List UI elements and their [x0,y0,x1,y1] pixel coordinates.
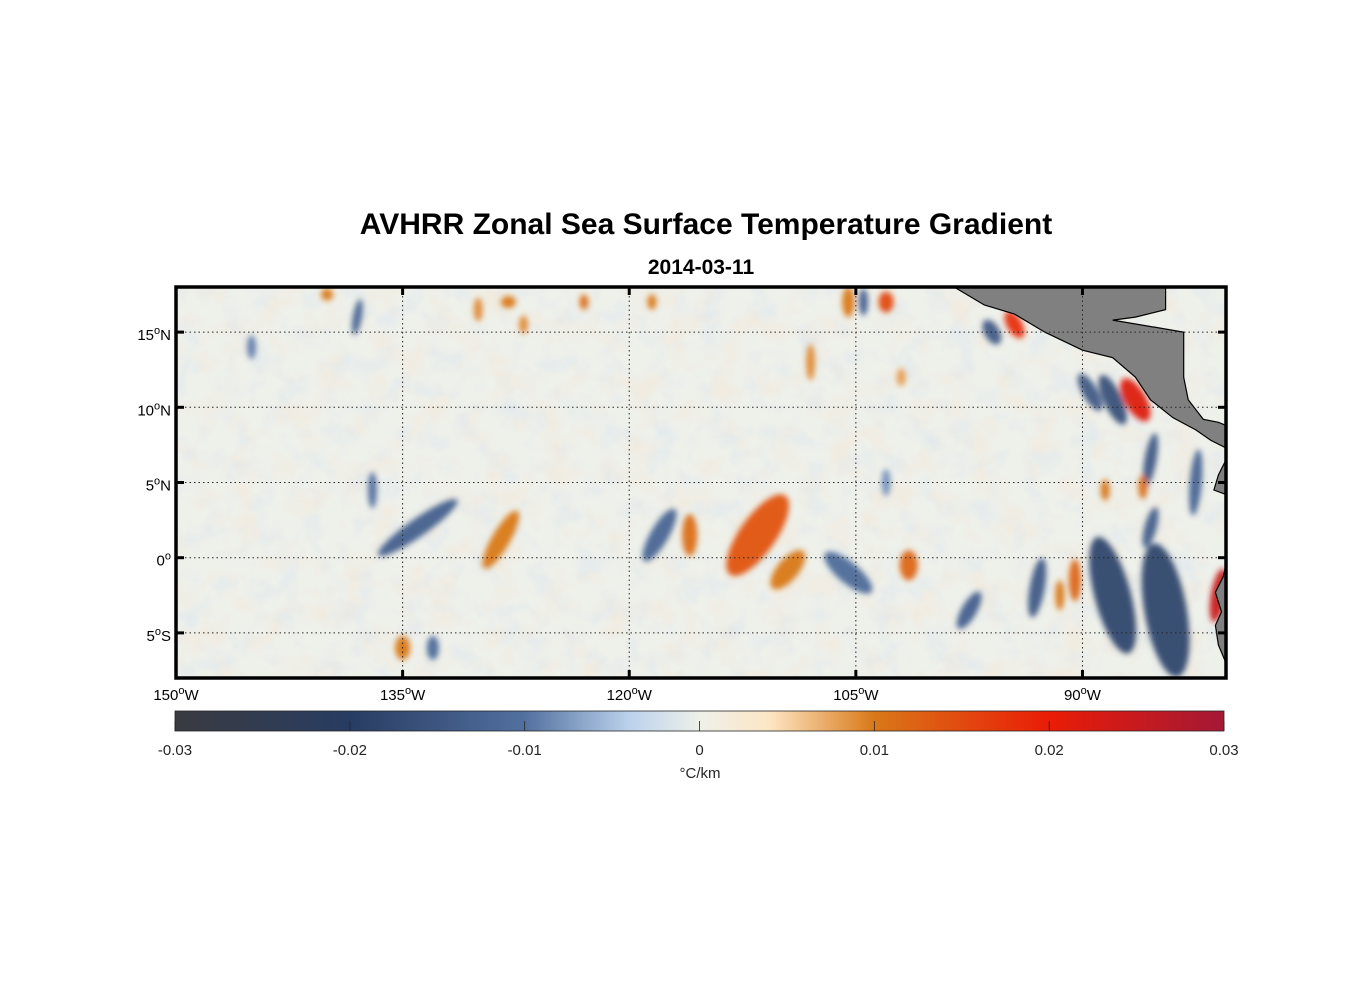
gradient-feature [518,315,529,334]
colorbar-tick-label: 0.03 [1209,742,1238,759]
lon-label-degree: o [632,685,638,697]
land-layer [952,287,1226,664]
gradient-feature [1142,507,1159,549]
lat-label-value: 0 [157,553,165,570]
lon-label-value: 135 [380,687,405,704]
lon-label-degree: o [178,685,184,697]
colorbar-label: °C/km [680,765,721,782]
lon-label-hemisphere: W [184,687,199,704]
lat-label-degree: o [154,325,160,337]
lat-label-degree: o [154,400,160,412]
lon-label-value: 120 [607,687,632,704]
gradient-feature [682,514,698,557]
lat-label: 5oS [147,626,171,645]
lat-label: 10oN [137,400,171,419]
lon-label: 90oW [1064,685,1102,704]
gradient-feature [473,297,483,322]
lon-label: 150oW [153,685,199,704]
gradient-feature [1028,558,1047,618]
colorbar-tick-label: -0.01 [508,742,542,759]
lon-label-hemisphere: W [1087,687,1102,704]
lon-label-hemisphere: W [638,687,653,704]
lat-label: 5oN [146,476,171,495]
gradient-feature [726,494,789,576]
lon-label: 135oW [380,685,426,704]
gradient-feature [1100,479,1110,501]
lat-label-degree: o [165,551,171,563]
gradient-feature [482,510,520,569]
lat-label: 15oN [137,325,171,344]
gradient-feature [500,296,516,309]
gradient-feature [321,288,334,301]
lon-label-hemisphere: W [864,687,879,704]
gradient-feature [247,335,257,360]
chart-title: AVHRR Zonal Sea Surface Temperature Grad… [360,208,1052,241]
chart-subtitle: 2014-03-11 [648,256,755,279]
colorbar-ticks: -0.03 -0.02 -0.01 0 0.01 0.02 0.03 [158,721,1239,759]
gradient-feature [426,635,439,660]
lat-label: 0o [157,551,171,570]
colorbar-tick-label: 0 [695,742,703,759]
gradient-feature [896,368,906,387]
lat-label-degree: o [155,626,161,638]
gradient-feature [881,468,891,497]
lon-label-value: 90 [1064,687,1081,704]
axis-ticks [174,287,1226,678]
gradient-feature [1089,536,1137,654]
gradient-features [247,287,1226,678]
map-area [176,287,1226,678]
lon-label-value: 150 [153,687,178,704]
gradient-feature [1055,580,1065,611]
gradient-feature [842,287,855,318]
lat-label-hemisphere: N [160,478,171,495]
gradient-feature [899,550,918,581]
lat-label-hemisphere: N [160,402,171,419]
lat-label-value: 10 [137,402,154,419]
lon-label-hemisphere: W [411,687,426,704]
lon-label-value: 105 [833,687,858,704]
background-texture-cool [176,287,1226,678]
gradient-feature [858,288,868,316]
lat-label-degree: o [154,476,160,488]
land-colombia-coast [1213,459,1226,496]
land-central-america [952,287,1226,449]
colorbar-tick-label: -0.02 [333,742,367,759]
lat-label-value: 15 [137,327,154,344]
gradient-feature [367,471,377,509]
gradient-feature [1098,374,1127,425]
gradient-feature [1138,474,1148,500]
lat-label-value: 5 [147,628,155,645]
gradient-feature [806,344,816,381]
gradient-feature [1189,449,1203,516]
gradient-feature [642,508,677,562]
gradient-feature [1077,373,1103,411]
gradient-feature [1142,433,1159,487]
lon-label-degree: o [1081,685,1087,697]
gradient-feature [1120,378,1151,422]
lon-label-degree: o [405,685,411,697]
gradient-feature [351,299,363,335]
colorbar-tick-label: -0.03 [158,742,192,759]
gradient-feature [956,591,982,629]
gradient-feature [770,550,806,590]
gradient-feature [1141,543,1190,678]
gradient-feature [647,294,657,310]
gradient-feature [1068,559,1081,602]
colorbar-tick-label: 0.01 [860,742,889,759]
colorbar-tick-label: 0.02 [1035,742,1064,759]
longitude-labels: 150oW 135oW 120oW 105oW 90oW [153,685,1101,704]
lon-label: 120oW [607,685,653,704]
lat-label-value: 5 [146,478,154,495]
gradient-feature [878,291,894,313]
gradient-feature [824,551,873,594]
lon-label-degree: o [858,685,864,697]
lon-label: 105oW [833,685,879,704]
lat-label-hemisphere: S [161,628,171,645]
lat-label-hemisphere: N [160,327,171,344]
gradient-feature [579,294,589,310]
gradient-feature [377,499,458,557]
gradient-feature [1004,311,1025,339]
